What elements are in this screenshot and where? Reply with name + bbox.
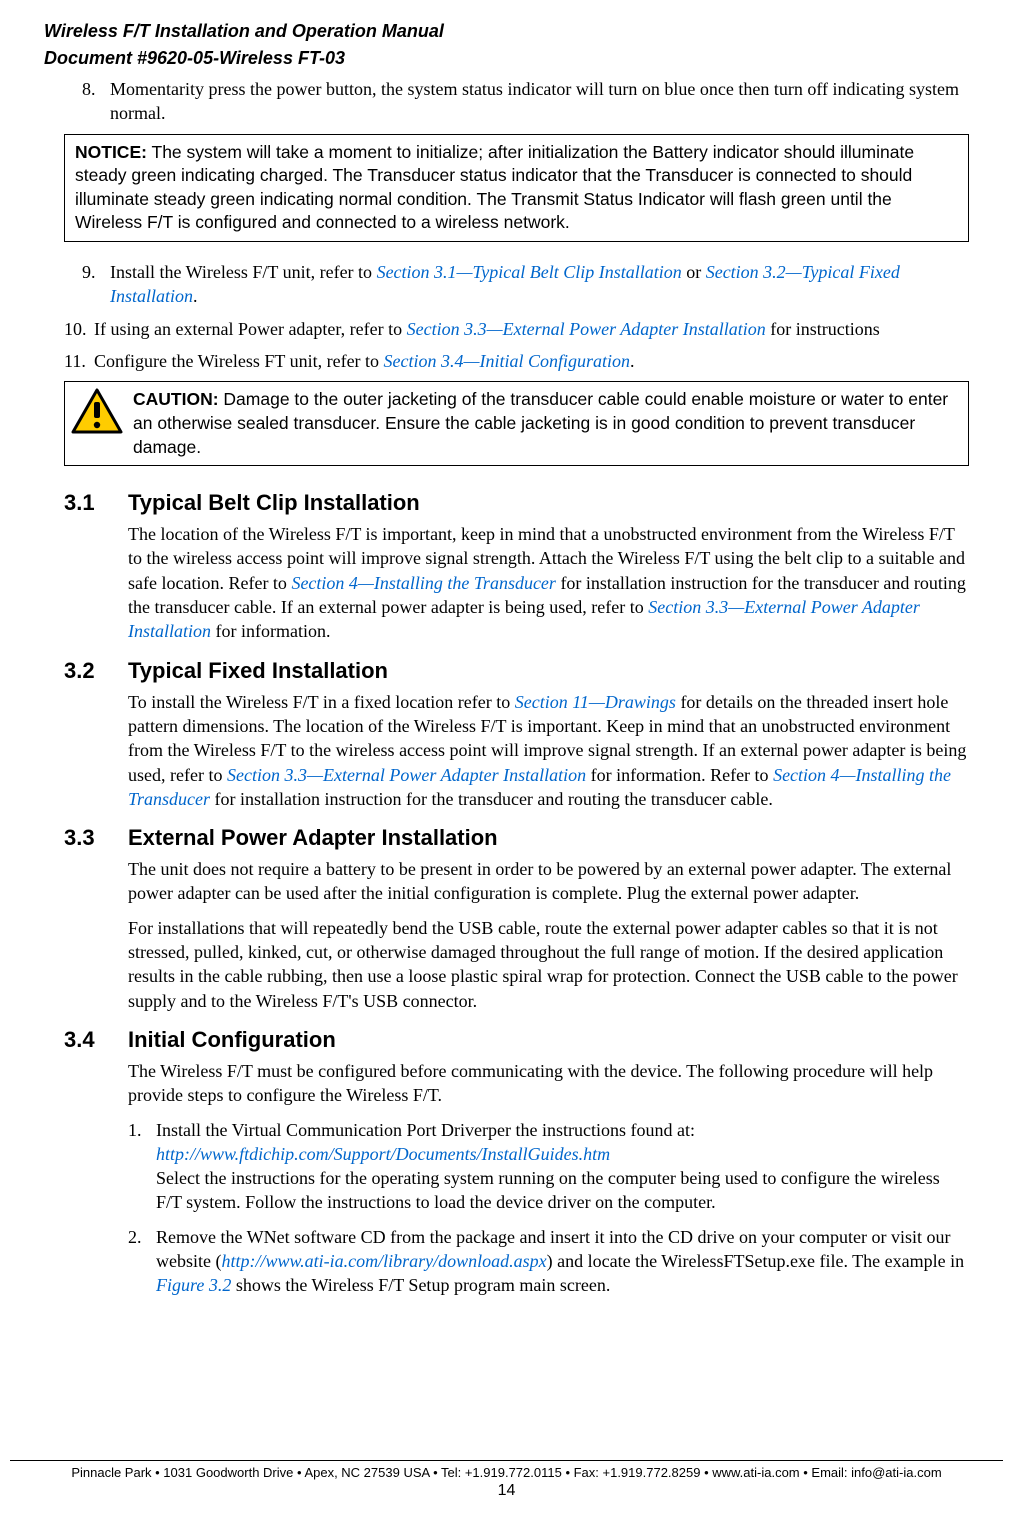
link-ati-download[interactable]: http://www.ati-ia.com/library/download.a… <box>221 1251 546 1271</box>
section-num: 3.3 <box>64 825 128 851</box>
heading-3-2: 3.2 Typical Fixed Installation <box>44 658 969 684</box>
text: Select the instructions for the operatin… <box>156 1168 940 1212</box>
text: for installation instruction for the tra… <box>210 789 773 809</box>
caution-label: CAUTION: <box>133 389 219 409</box>
para-3-4-intro: The Wireless F/T must be configured befo… <box>128 1059 969 1108</box>
link-section-4[interactable]: Section 4—Installing the Transducer <box>291 573 556 593</box>
section-title: Typical Belt Clip Installation <box>128 490 969 516</box>
step-text: Momentarity press the power button, the … <box>110 77 969 126</box>
link-section-3-4[interactable]: Section 3.4—Initial Configuration <box>384 351 631 371</box>
step-10: 10. If using an external Power adapter, … <box>64 317 969 341</box>
heading-3-4: 3.4 Initial Configuration <box>44 1027 969 1053</box>
section-num: 3.1 <box>64 490 128 516</box>
step-text: Configure the Wireless FT unit, refer to… <box>94 349 969 373</box>
page: Wireless F/T Installation and Operation … <box>0 0 1013 1518</box>
step-num: 10. <box>64 317 94 341</box>
text: . <box>193 286 198 306</box>
heading-3-1: 3.1 Typical Belt Clip Installation <box>44 490 969 516</box>
step-11: 11. Configure the Wireless FT unit, refe… <box>64 349 969 373</box>
section-num: 3.4 <box>64 1027 128 1053</box>
para-3-3-2: For installations that will repeatedly b… <box>128 916 969 1013</box>
para-3-3-1: The unit does not require a battery to b… <box>128 857 969 906</box>
step-text: Remove the WNet software CD from the pac… <box>156 1225 969 1298</box>
notice-label: NOTICE: <box>75 142 147 162</box>
text: for information. <box>211 621 330 641</box>
link-section-3-1[interactable]: Section 3.1—Typical Belt Clip Installati… <box>377 262 682 282</box>
link-section-3-3[interactable]: Section 3.3—External Power Adapter Insta… <box>227 765 586 785</box>
link-section-11[interactable]: Section 11—Drawings <box>515 692 676 712</box>
step-num: 2. <box>128 1225 156 1298</box>
step-num: 11. <box>64 349 94 373</box>
para-3-1: The location of the Wireless F/T is impo… <box>128 522 969 643</box>
step-text: Install the Virtual Communication Port D… <box>156 1118 969 1215</box>
step-num: 1. <box>128 1118 156 1215</box>
text: Install the Virtual Communication Port D… <box>156 1120 695 1140</box>
footer-text: Pinnacle Park • 1031 Goodworth Drive • A… <box>10 1465 1003 1480</box>
text: Install the Wireless F/T unit, refer to <box>110 262 377 282</box>
caution-box: CAUTION: Damage to the outer jacketing o… <box>64 381 969 466</box>
page-footer: Pinnacle Park • 1031 Goodworth Drive • A… <box>10 1460 1003 1500</box>
link-ftdi[interactable]: http://www.ftdichip.com/Support/Document… <box>156 1144 610 1164</box>
text: for information. Refer to <box>586 765 773 785</box>
section-num: 3.2 <box>64 658 128 684</box>
caution-text: CAUTION: Damage to the outer jacketing o… <box>133 388 958 459</box>
para-3-2: To install the Wireless F/T in a fixed l… <box>128 690 969 811</box>
text: Configure the Wireless FT unit, refer to <box>94 351 384 371</box>
text: . <box>630 351 635 371</box>
notice-box: NOTICE: The system will take a moment to… <box>64 134 969 243</box>
link-section-3-3[interactable]: Section 3.3—External Power Adapter Insta… <box>407 319 766 339</box>
text: shows the Wireless F/T Setup program mai… <box>231 1275 610 1295</box>
step-num: 9. <box>82 260 110 309</box>
step-8: 8. Momentarity press the power button, t… <box>82 77 969 126</box>
text: Damage to the outer jacketing of the tra… <box>133 389 948 456</box>
section-title: Typical Fixed Installation <box>128 658 969 684</box>
text: If using an external Power adapter, refe… <box>94 319 407 339</box>
step-9: 9. Install the Wireless F/T unit, refer … <box>82 260 969 309</box>
text: To install the Wireless F/T in a fixed l… <box>128 692 515 712</box>
page-number: 14 <box>10 1482 1003 1500</box>
warning-icon <box>71 388 123 439</box>
step-text: Install the Wireless F/T unit, refer to … <box>110 260 969 309</box>
step-text: If using an external Power adapter, refe… <box>94 317 969 341</box>
section-title: Initial Configuration <box>128 1027 969 1053</box>
doc-title-line1: Wireless F/T Installation and Operation … <box>44 20 969 43</box>
step-3-4-2: 2. Remove the WNet software CD from the … <box>128 1225 969 1298</box>
step-num: 8. <box>82 77 110 126</box>
text: for instructions <box>766 319 880 339</box>
doc-title-line2: Document #9620-05-Wireless FT-03 <box>44 47 969 70</box>
link-figure-3-2[interactable]: Figure 3.2 <box>156 1275 231 1295</box>
heading-3-3: 3.3 External Power Adapter Installation <box>44 825 969 851</box>
notice-text: The system will take a moment to initial… <box>75 142 914 233</box>
text: ) and locate the WirelessFTSetup.exe fil… <box>547 1251 964 1271</box>
step-3-4-1: 1. Install the Virtual Communication Por… <box>128 1118 969 1215</box>
text: or <box>682 262 706 282</box>
section-title: External Power Adapter Installation <box>128 825 969 851</box>
